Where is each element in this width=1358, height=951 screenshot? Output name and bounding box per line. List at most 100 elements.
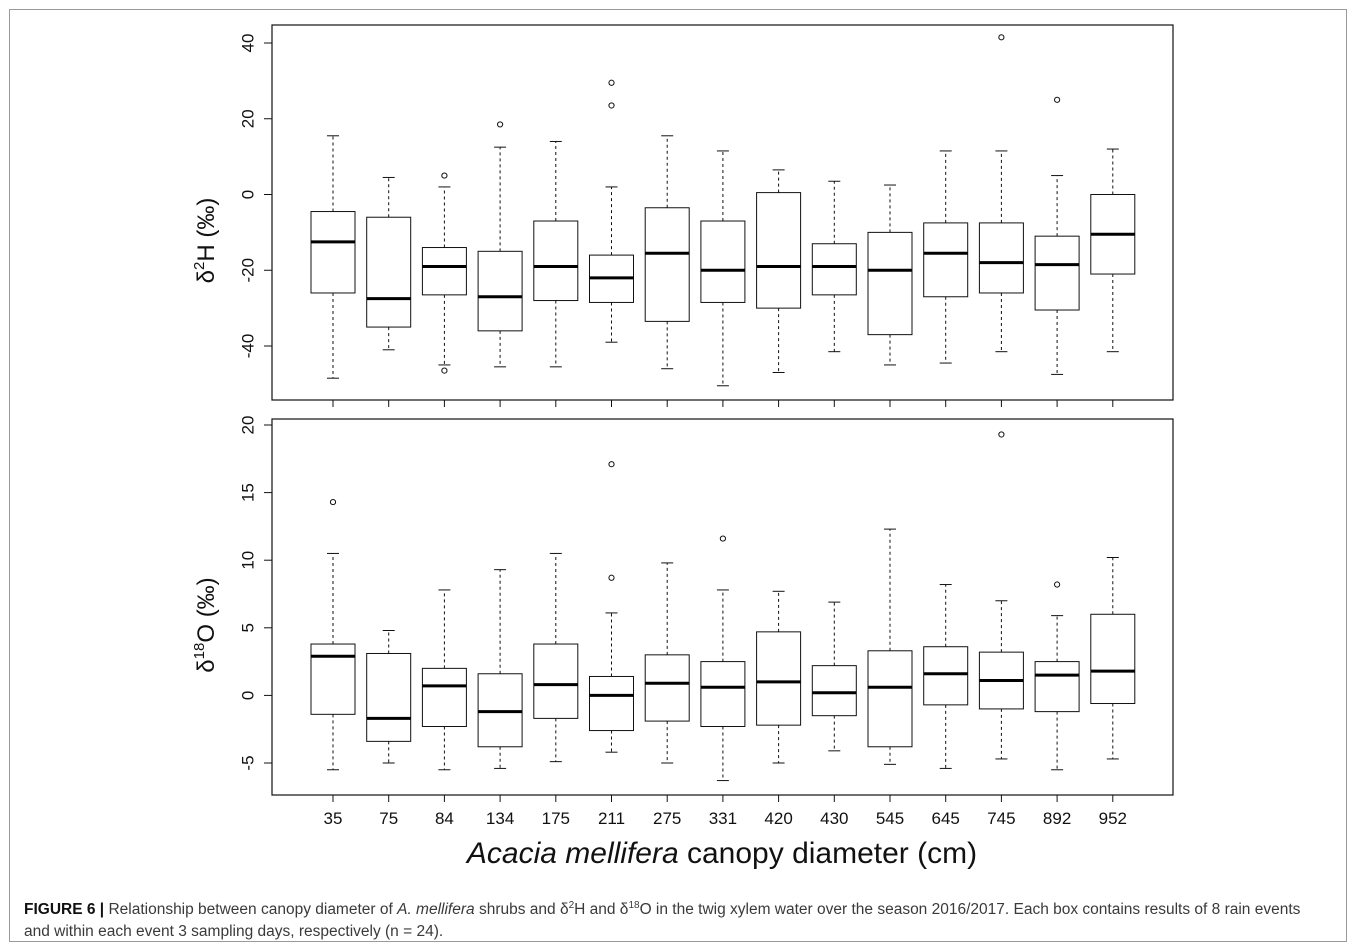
outlier-point <box>998 431 1005 438</box>
x-tick-label: 331 <box>709 809 737 828</box>
box-35 <box>310 135 356 379</box>
iqr-box <box>923 646 969 706</box>
box-134 <box>477 569 523 769</box>
iqr-box <box>1034 661 1080 713</box>
box-211 <box>589 79 634 343</box>
box-745 <box>978 431 1024 760</box>
y-tick-label: 10 <box>239 551 258 570</box>
iqr-box <box>533 220 579 302</box>
x-tick-label: 84 <box>435 809 454 828</box>
y-tick-label: 20 <box>239 416 258 435</box>
box-211 <box>589 461 634 753</box>
y-tick-label: -40 <box>239 334 258 359</box>
y-tick-label: -20 <box>239 258 258 283</box>
iqr-box <box>421 247 467 296</box>
iqr-box <box>310 643 356 715</box>
caption-species: A. mellifera <box>397 901 475 918</box>
y-tick-label: 5 <box>239 623 258 632</box>
iqr-box <box>700 661 746 727</box>
y-tick-label: -5 <box>239 755 258 770</box>
box-645 <box>923 150 969 364</box>
x-tick-label: 211 <box>598 809 625 828</box>
figure-frame <box>9 9 1347 942</box>
box-331 <box>700 150 746 387</box>
iqr-box <box>867 650 913 748</box>
box-75 <box>366 630 412 764</box>
caption-sup-1: 2 <box>568 899 575 911</box>
box-420 <box>756 590 802 764</box>
caption-sup-2: 18 <box>628 899 640 911</box>
iqr-box <box>589 675 634 732</box>
box-952 <box>1090 148 1136 353</box>
y-axis-label: δ2H (‰) <box>191 198 220 284</box>
boxplot-figure: -40 -20 0 20 40 δ2H (‰) -5 0 5 10 15 20 δ18O (‰) 35 75… <box>191 24 1174 870</box>
iqr-box <box>644 207 690 322</box>
outlier-point <box>998 34 1005 41</box>
iqr-box <box>923 222 969 298</box>
x-tick-labels: 35 75 84 134 175 211 275 331 420 430 545 645 745 892 9… <box>324 809 1127 828</box>
x-tick-label: 645 <box>932 809 960 828</box>
iqr-box <box>477 250 523 332</box>
caption-text-2: shrubs and δ <box>474 901 569 918</box>
x-tick-label: 275 <box>653 809 681 828</box>
box-745 <box>978 34 1024 353</box>
outlier-point <box>608 574 615 581</box>
iqr-box <box>1034 235 1080 311</box>
box-275 <box>644 562 690 764</box>
outlier-point <box>608 79 615 86</box>
box-84 <box>421 172 467 374</box>
box-952 <box>1090 556 1136 760</box>
iqr-box <box>811 243 857 296</box>
box-892 <box>1034 581 1080 771</box>
outlier-point <box>608 461 615 468</box>
box-545 <box>867 184 913 366</box>
iqr-box <box>811 665 857 717</box>
box-331 <box>700 535 746 782</box>
iqr-box <box>756 192 802 309</box>
box-175 <box>533 552 579 763</box>
x-tick-label: 35 <box>324 809 343 828</box>
panel-1: -40 -20 0 20 40 δ2H (‰) <box>191 24 1174 407</box>
outlier-point <box>329 498 337 506</box>
box-275 <box>644 135 690 370</box>
caption-text-4: O in the twig xylem water over the seaso… <box>24 901 1301 940</box>
x-axis-label: Acacia mellifera canopy diameter (cm) <box>465 837 977 870</box>
box-420 <box>756 169 802 374</box>
box-545 <box>867 528 913 765</box>
y-tick-label: 15 <box>239 483 258 502</box>
x-tick-label: 420 <box>764 809 792 828</box>
outlier-point <box>719 535 727 542</box>
outlier-point <box>497 121 504 128</box>
box-645 <box>923 584 969 769</box>
iqr-box <box>366 652 412 742</box>
x-tick-label: 75 <box>379 809 398 828</box>
outlier-point <box>441 367 448 374</box>
iqr-box <box>978 222 1024 294</box>
iqr-box <box>310 211 356 294</box>
x-tick-label: 175 <box>542 809 570 828</box>
box-892 <box>1034 96 1080 375</box>
x-tick-label: 545 <box>876 809 904 828</box>
iqr-box <box>1090 613 1136 705</box>
iqr-box <box>756 631 802 726</box>
outlier-point <box>608 102 615 109</box>
x-tick-label: 430 <box>820 809 848 828</box>
box-134 <box>477 121 523 368</box>
y-tick-label: 0 <box>239 691 258 700</box>
box-75 <box>366 176 412 351</box>
y-tick-label: 0 <box>239 190 258 199</box>
iqr-box <box>533 643 579 719</box>
panel-2: -5 0 5 10 15 20 δ18O (‰) <box>191 416 1174 802</box>
y-tick-label: 40 <box>239 34 258 53</box>
x-tick-label: 952 <box>1099 809 1127 828</box>
outlier-point <box>1054 581 1061 588</box>
y-tick-label: 20 <box>239 109 258 128</box>
caption-label: FIGURE 6 | <box>24 901 105 918</box>
caption-text-1: Relationship between canopy diameter of <box>104 901 398 918</box>
x-tick-label: 745 <box>987 809 1015 828</box>
outlier-point <box>1054 96 1061 103</box>
x-tick-label: 892 <box>1043 809 1071 828</box>
iqr-box <box>700 220 746 303</box>
caption-text-3: H and δ <box>574 901 629 918</box>
box-175 <box>533 140 579 368</box>
